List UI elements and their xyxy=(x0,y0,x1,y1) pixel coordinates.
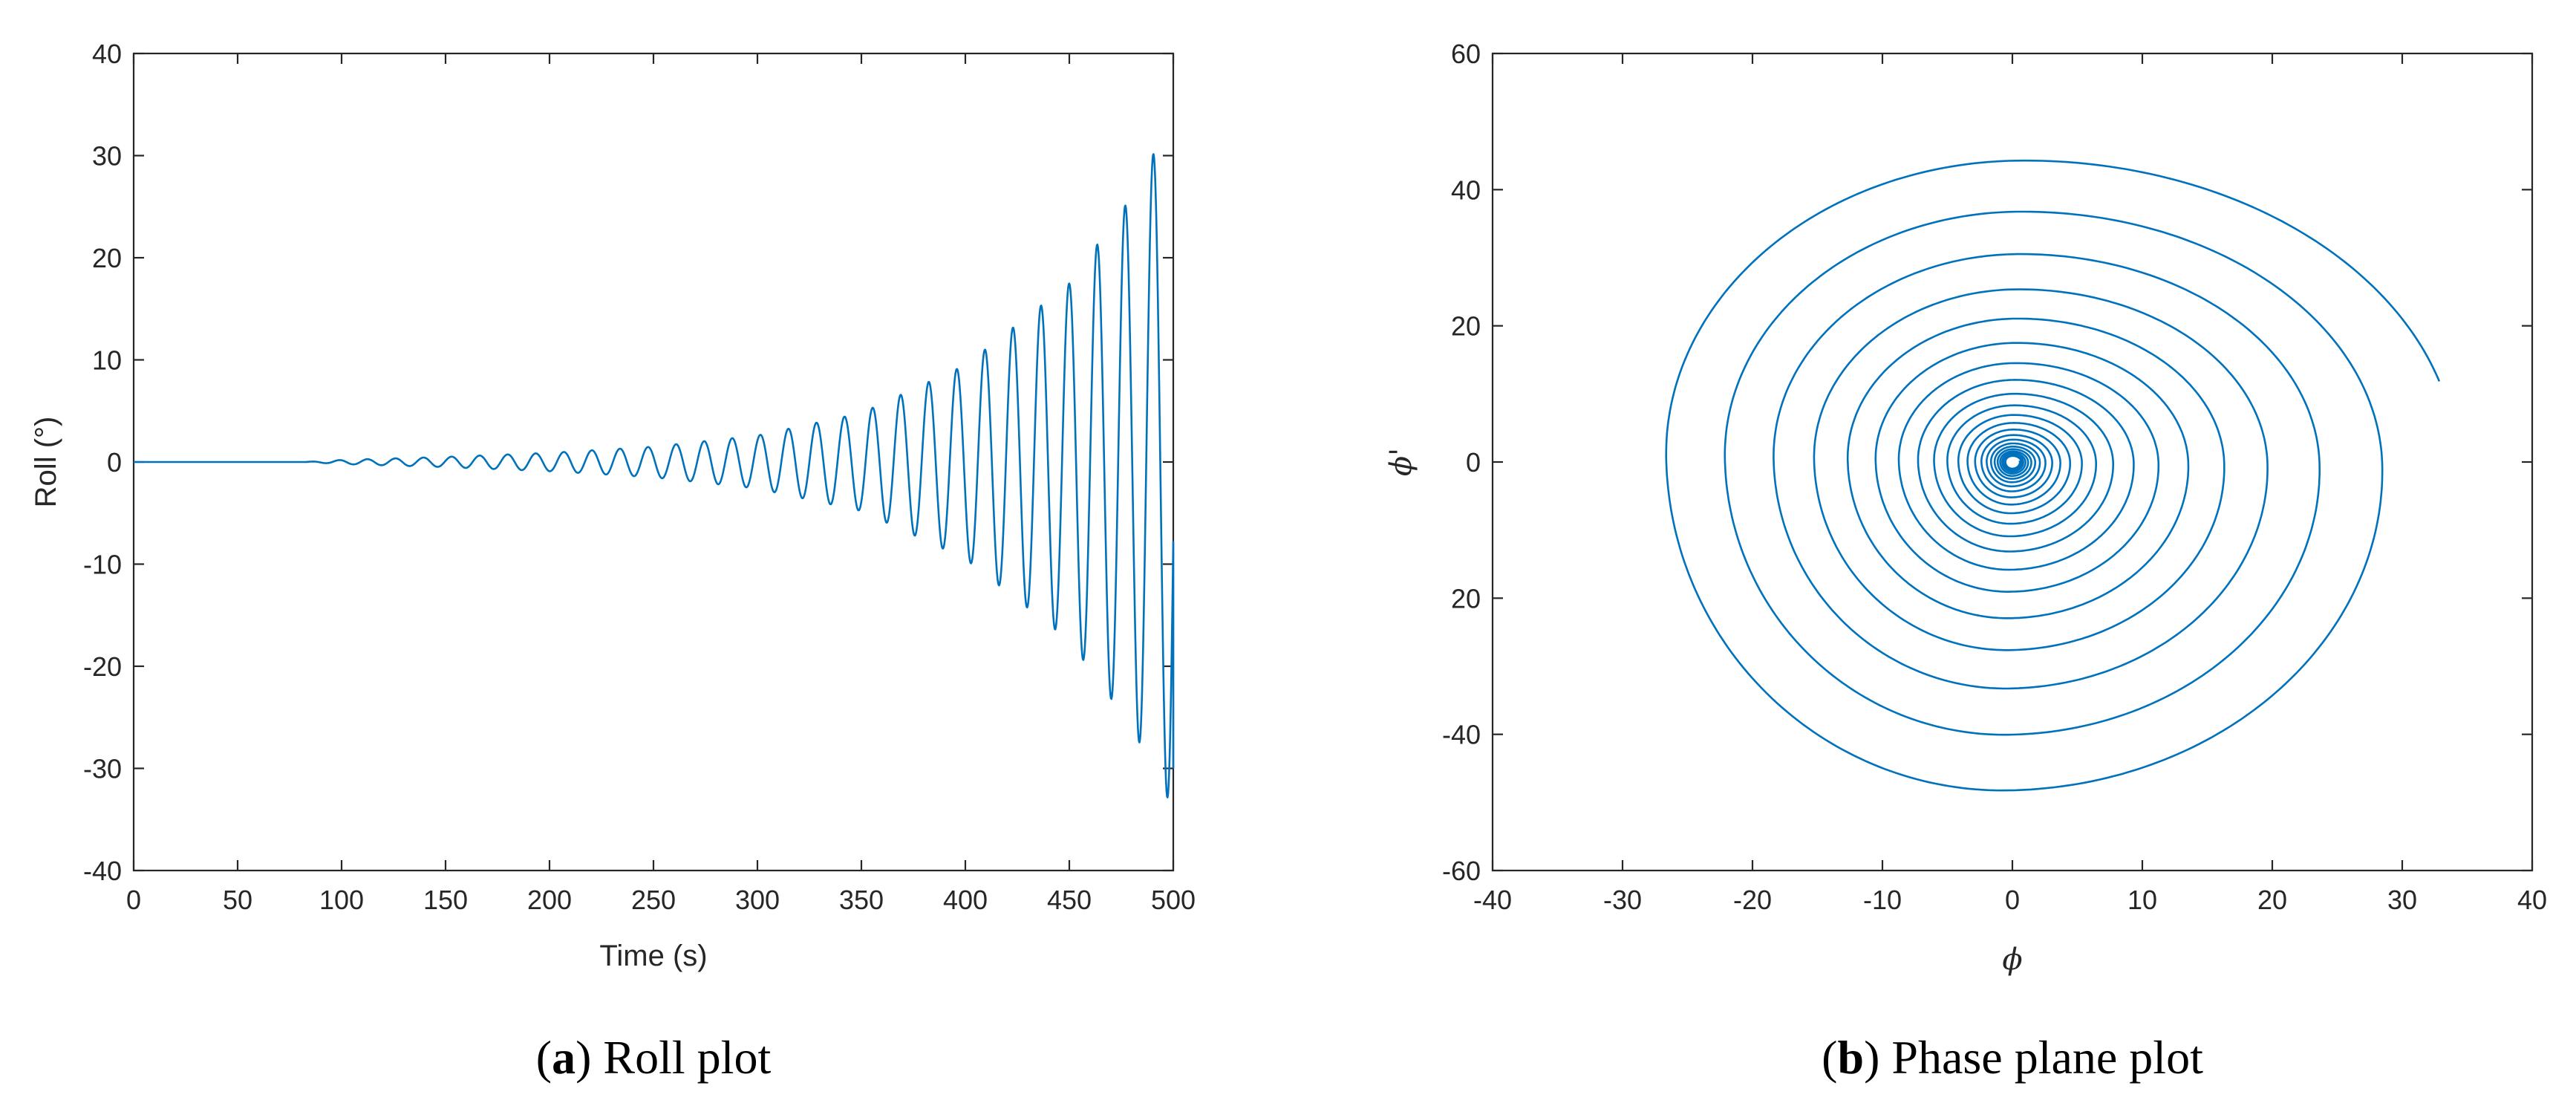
caption-paren-open: ( xyxy=(536,1031,552,1084)
chartA-y-tick-label: -30 xyxy=(83,754,122,784)
chartB-y-tick-label: 20 xyxy=(1451,311,1481,342)
chartA-x-tick-label: 200 xyxy=(527,885,572,915)
caption-paren-open: ( xyxy=(1822,1031,1837,1084)
caption-paren-close: ) xyxy=(575,1031,603,1084)
chartA-y-tick-label: 0 xyxy=(107,447,122,478)
roll-chart: 0 50 100 150 200 250 300 350 400 450 500-40-30-20-… xyxy=(30,39,1196,1084)
chartA-x-tick-label: 450 xyxy=(1047,885,1092,915)
chartA-y-tick-label: 20 xyxy=(92,243,122,273)
chartA-y-tick-label: 30 xyxy=(92,141,122,172)
chartB-y-tick-label: 20 xyxy=(1451,583,1481,614)
chartB-x-tick-label: -20 xyxy=(1733,885,1772,915)
roll-chart-ticks xyxy=(132,52,1175,872)
phase-chart-x-axis-title: ϕ xyxy=(2002,943,2022,977)
roll-chart-caption-text: Roll plot xyxy=(603,1031,771,1084)
chartA-y-tick-label: 10 xyxy=(92,345,122,376)
chartA-y-tick-label: -10 xyxy=(83,550,122,580)
roll-chart-tick-labels: 0 50 100 150 200 250 300 350 400 450 500-40-30-20-… xyxy=(83,39,1196,915)
roll-chart-x-axis-title: Time (s) xyxy=(599,940,707,972)
chartB-y-tick-label: -40 xyxy=(1442,720,1481,750)
chartA-x-tick-label: 500 xyxy=(1151,885,1196,915)
chartB-x-tick-label: -30 xyxy=(1603,885,1642,915)
chartA-x-tick-label: 0 xyxy=(126,885,141,915)
chartB-y-tick-label: 40 xyxy=(1451,175,1481,205)
chartB-y-tick-label: -60 xyxy=(1442,856,1481,886)
chartB-y-tick-label: 0 xyxy=(1466,447,1481,478)
chartB-x-tick-label: -40 xyxy=(1473,885,1512,915)
chartA-x-tick-label: 350 xyxy=(839,885,884,915)
chartA-x-tick-label: 50 xyxy=(223,885,252,915)
chartA-x-tick-label: 300 xyxy=(735,885,780,915)
roll-chart-caption: (a) Roll plot xyxy=(536,1031,772,1084)
chartA-x-tick-label: 250 xyxy=(631,885,676,915)
chartA-y-tick-label: 40 xyxy=(92,39,122,69)
chartA-y-tick-label: -40 xyxy=(83,856,122,886)
phase-chart-axes-frame xyxy=(1491,52,2534,872)
roll-chart-y-axis-title: Roll (°) xyxy=(30,417,62,508)
chartA-x-tick-label: 150 xyxy=(423,885,468,915)
phase-series-spiral xyxy=(1665,159,2441,792)
chartB-x-tick-label: 10 xyxy=(2127,885,2157,915)
phase-chart-ticks xyxy=(1491,52,2534,872)
chartB-y-tick-label: 60 xyxy=(1451,39,1481,69)
chartA-x-tick-label: 400 xyxy=(943,885,988,915)
caption-paren-close: ) xyxy=(1864,1031,1891,1084)
phase-chart-caption: (b) Phase plane plot xyxy=(1822,1031,2203,1084)
roll-chart-caption-letter: a xyxy=(552,1031,575,1084)
chartB-x-tick-label: 30 xyxy=(2387,885,2417,915)
chartA-x-tick-label: 100 xyxy=(319,885,364,915)
phase-chart-caption-text: Phase plane plot xyxy=(1891,1031,2203,1084)
chartA-y-tick-label: -20 xyxy=(83,651,122,682)
chartB-x-tick-label: 40 xyxy=(2517,885,2547,915)
chartB-x-tick-label: 0 xyxy=(2005,885,2020,915)
phase-chart-caption-letter: b xyxy=(1837,1031,1864,1084)
phase-chart-y-axis-title: ϕ' xyxy=(1384,448,1418,476)
chartB-x-tick-label: 20 xyxy=(2257,885,2287,915)
roll-series-line xyxy=(133,153,1175,798)
chartB-x-tick-label: -10 xyxy=(1863,885,1902,915)
